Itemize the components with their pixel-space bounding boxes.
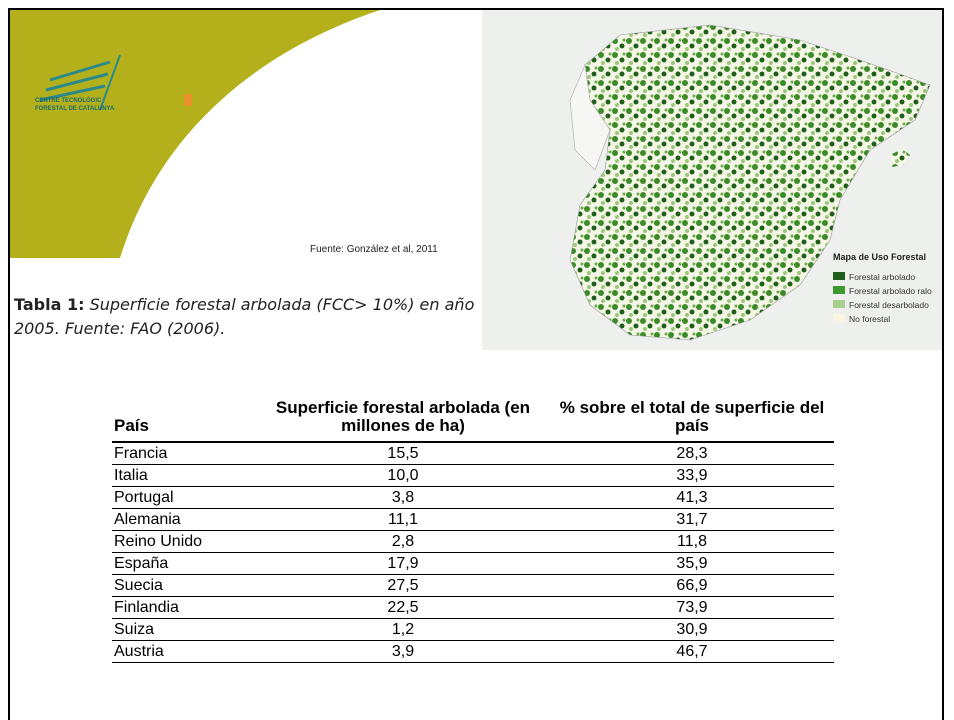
table-cell: 66,9 [550,574,834,597]
table-cell: Suecia [112,574,256,597]
map-legend: Mapa de Uso Forestal Forestal arbolado F… [833,252,932,324]
caption-label: Tabla 1: [14,295,85,314]
table-cell: 46,7 [550,640,834,663]
table-cell: Suiza [112,618,256,641]
table-cell: 15,5 [256,442,550,465]
table-cell: 2,8 [256,530,550,553]
header-cell: Superficie forestal arbolada (en millone… [256,395,550,443]
logo-text: FORESTAL DE CATALUNYA [35,106,115,112]
table-row: Austria 3,9 46,7 [112,640,834,663]
caption-text: Superficie forestal arbolada (FCC> 10%) … [14,295,475,338]
table-cell: Francia [112,442,256,465]
table-cell: 3,8 [256,486,550,509]
table-cell: Finlandia [112,596,256,619]
header-cell: País [112,395,256,443]
legend-item: Forestal desarbolado [849,300,929,310]
slide: CENTRE TECNOLÒGIC FORESTAL DE CATALUNYA … [8,8,944,720]
caption: Tabla 1: Superficie forestal arbolada (F… [14,293,484,341]
table-row: Suiza 1,2 30,9 [112,618,834,641]
table-cell: 1,2 [256,618,550,641]
table-cell: 33,9 [550,464,834,487]
table-cell: 30,9 [550,618,834,641]
table-cell: 73,9 [550,596,834,619]
table-cell: Alemania [112,508,256,531]
legend-title: Mapa de Uso Forestal [833,252,926,262]
table-row: Finlandia 22,5 73,9 [112,596,834,619]
table-row: Francia 15,5 28,3 [112,442,834,465]
table-cell: 22,5 [256,596,550,619]
table-cell: 17,9 [256,552,550,575]
legend-item: Forestal arbolado [849,272,915,282]
header-row: País Superficie forestal arbolada (en mi… [112,395,834,443]
table-cell: 41,3 [550,486,834,509]
table-cell: 31,7 [550,508,834,531]
data-table: País Superficie forestal arbolada (en mi… [112,395,834,663]
logo-text: CENTRE TECNOLÒGIC [35,96,102,104]
table-cell: Austria [112,640,256,663]
table-cell: Reino Unido [112,530,256,553]
table-cell: 10,0 [256,464,550,487]
table-cell: 3,9 [256,640,550,663]
table-row: Italia 10,0 33,9 [112,464,834,487]
source-note: Fuente: González et al, 2011 [310,244,438,255]
logo: CENTRE TECNOLÒGIC FORESTAL DE CATALUNYA [35,54,192,112]
table-cell: 11,8 [550,530,834,553]
table-row: Portugal 3,8 41,3 [112,486,834,509]
table-cell: Italia [112,464,256,487]
legend-item: No forestal [849,314,890,324]
table-cell: 11,1 [256,508,550,531]
legend-item: Forestal arbolado ralo [849,286,932,296]
swoosh [10,10,380,258]
table-row: Suecia 27,5 66,9 [112,574,834,597]
table-cell: Portugal [112,486,256,509]
header-graphics: CENTRE TECNOLÒGIC FORESTAL DE CATALUNYA … [10,10,942,350]
table-cell: 35,9 [550,552,834,575]
table-row: España 17,9 35,9 [112,552,834,575]
table-row: Alemania 11,1 31,7 [112,508,834,531]
table-cell: 28,3 [550,442,834,465]
header-cell: % sobre el total de superficie del país [550,395,834,443]
table-row: Reino Unido 2,8 11,8 [112,530,834,553]
table-cell: 27,5 [256,574,550,597]
map-land [569,24,931,341]
table-cell: España [112,552,256,575]
